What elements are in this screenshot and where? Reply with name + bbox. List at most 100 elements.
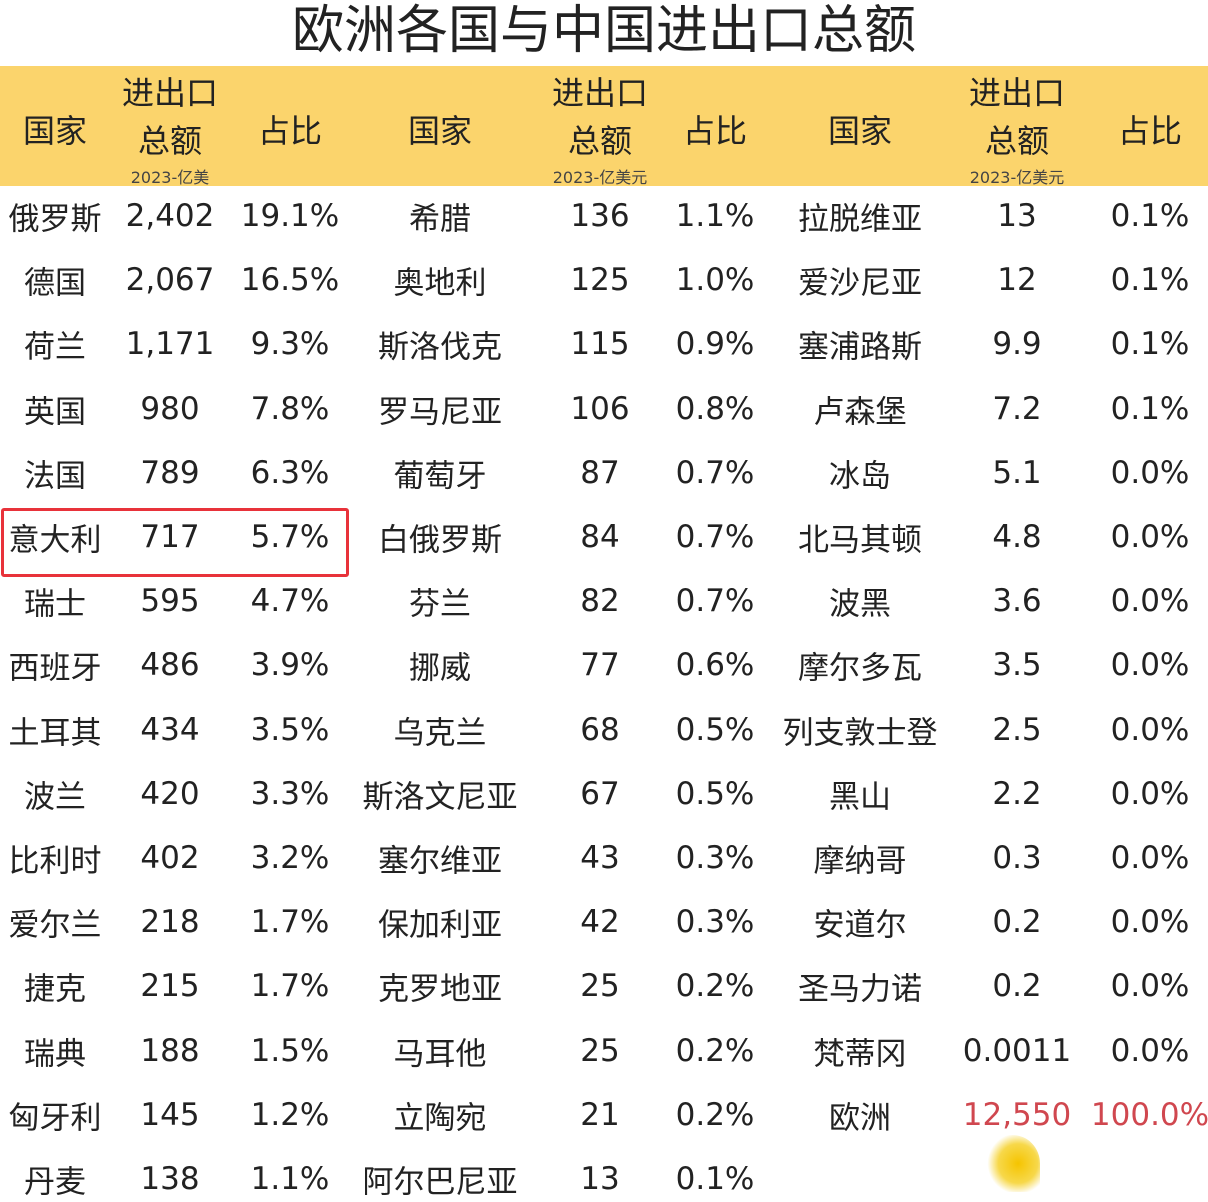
cell-share: 19.1% (240, 198, 340, 234)
cell-share: 0.0% (1110, 711, 1190, 748)
cell-share: 0.1% (1110, 326, 1190, 363)
cell-total: 434 (140, 711, 200, 748)
cell-share: 0.3% (675, 840, 755, 876)
cell-share: 5.7% (250, 519, 330, 555)
cell-total: 77 (580, 647, 620, 684)
cell-country: 卢森堡 (813, 394, 907, 431)
cell-country: 列支敦士登 (782, 715, 938, 752)
cell-share: 0.0% (1110, 840, 1190, 876)
cell-country: 梵蒂冈 (813, 1036, 907, 1073)
cell-total: 42 (580, 904, 620, 941)
cell-share: 0.7% (675, 454, 755, 491)
cell-country: 保加利亚 (378, 907, 502, 944)
cell-share: 0.0% (1110, 775, 1190, 812)
cell-total: 789 (140, 454, 200, 491)
cell-total: 2.2 (992, 775, 1042, 812)
header-total-line2: 总额 (137, 122, 203, 160)
cell-share: 0.9% (675, 326, 755, 363)
cell-country: 爱尔兰 (8, 907, 102, 944)
cell-share: 3.3% (250, 775, 330, 812)
cell-country: 塞尔维亚 (378, 843, 502, 880)
header-unit: 2023-亿美元 (552, 168, 648, 187)
cell-total: 84 (580, 519, 620, 555)
cell-share: 7.8% (250, 390, 330, 427)
cell-total: 595 (140, 583, 200, 620)
cell-share: 3.9% (250, 647, 330, 684)
cell-share: 0.0% (1110, 519, 1190, 555)
cell-total: 145 (140, 1096, 200, 1133)
header-total-line2: 总额 (984, 122, 1050, 160)
cell-share: 3.5% (250, 711, 330, 748)
cell-country: 斯洛伐克 (378, 329, 502, 366)
header-total-line2: 总额 (567, 122, 633, 160)
cell-share: 0.0% (1110, 583, 1190, 620)
cell-share: 0.8% (675, 390, 755, 427)
watermark-logo-icon (985, 1135, 1040, 1192)
cell-country: 立陶宛 (393, 1100, 487, 1137)
cell-share: 0.0% (1110, 968, 1190, 1005)
cell-country: 德国 (24, 265, 86, 302)
cell-country: 安道尔 (813, 907, 907, 944)
cell-total: 115 (570, 326, 630, 363)
cell-share: 1.1% (250, 1161, 330, 1197)
header-share: 占比 (682, 112, 748, 150)
cell-total: 2.5 (992, 711, 1042, 748)
cell-share: 0.7% (675, 583, 755, 620)
cell-total: 5.1 (992, 454, 1042, 491)
cell-total: 0.3 (992, 840, 1042, 876)
cell-country: 马耳他 (393, 1036, 487, 1073)
cell-country: 乌克兰 (393, 715, 487, 752)
cell-country: 葡萄牙 (393, 458, 487, 495)
cell-total: 402 (140, 840, 200, 876)
cell-share: 1.2% (250, 1096, 330, 1133)
header-country: 国家 (827, 112, 893, 150)
cell-country: 罗马尼亚 (378, 394, 502, 431)
cell-share: 0.2% (675, 1096, 755, 1133)
cell-share: 0.1% (675, 1161, 755, 1197)
cell-total: 486 (140, 647, 200, 684)
cell-country: 奥地利 (393, 265, 487, 302)
cell-share: 9.3% (250, 326, 330, 363)
cell-country: 芬兰 (409, 586, 471, 623)
cell-total: 188 (140, 1032, 200, 1069)
cell-total: 1,171 (125, 326, 215, 363)
cell-share: 0.1% (1110, 390, 1190, 427)
cell-total: 67 (580, 775, 620, 812)
cell-country: 意大利 (8, 522, 102, 559)
header-unit: 2023-亿美 (130, 168, 210, 187)
cell-total: 25 (580, 1032, 620, 1069)
cell-total: 21 (580, 1096, 620, 1133)
cell-share: 4.7% (250, 583, 330, 620)
cell-total: 0.0011 (962, 1032, 1072, 1069)
cell-country: 克罗地亚 (378, 971, 502, 1008)
cell-share: 1.7% (250, 904, 330, 941)
cell-total: 0.2 (992, 968, 1042, 1005)
cell-total: 980 (140, 390, 200, 427)
cell-country: 塞浦路斯 (798, 329, 922, 366)
cell-share: 0.5% (675, 775, 755, 812)
cell-total: 3.5 (992, 647, 1042, 684)
cell-country: 英国 (24, 394, 86, 431)
cell-total: 7.2 (992, 390, 1042, 427)
cell-share: 0.5% (675, 711, 755, 748)
cell-total: 12 (997, 262, 1037, 299)
cell-total: 106 (570, 390, 630, 427)
cell-country: 摩尔多瓦 (798, 650, 922, 687)
cell-share: 1.5% (250, 1032, 330, 1069)
cell-total: 25 (580, 968, 620, 1005)
cell-country: 爱沙尼亚 (798, 265, 922, 302)
cell-total: 3.6 (992, 583, 1042, 620)
cell-total: 2,402 (125, 198, 215, 234)
table-header: 国家 进出口 总额 2023-亿美 占比 国家 进出口 总额 2023-亿美元 占比 国家 进出口 总额… (0, 66, 1208, 187)
cell-country: 黑山 (829, 779, 891, 816)
cell-country: 土耳其 (8, 715, 102, 752)
cell-total: 215 (140, 968, 200, 1005)
cell-total: 717 (140, 519, 200, 555)
header-total-line1: 进出口 (121, 74, 219, 112)
cell-share: 0.0% (1110, 904, 1190, 941)
cell-total: 420 (140, 775, 200, 812)
cell-total: 0.2 (992, 904, 1042, 941)
header-total-line1: 进出口 (968, 74, 1066, 112)
page-title: 欧洲各国与中国进出口总额 (291, 1, 916, 61)
cell-total: 13 (580, 1161, 620, 1197)
